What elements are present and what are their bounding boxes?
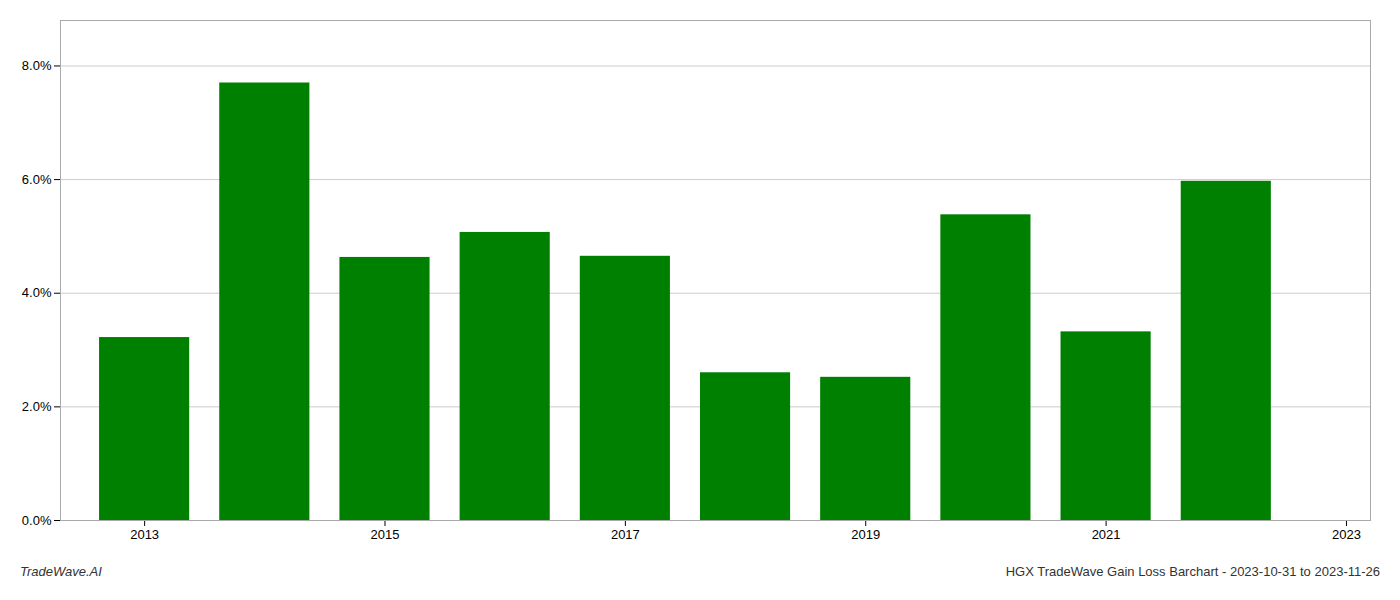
html-text:HGX TradeWave Gain Loss Barcha: HGX TradeWave Gain Loss Barchart - 2023-…	[1005, 564, 1380, 579]
svg-text:2019: 2019	[851, 527, 880, 542]
svg-text:2023: 2023	[1332, 527, 1361, 542]
svg-text:2015: 2015	[371, 527, 400, 542]
svg-text:2021: 2021	[1092, 527, 1121, 542]
svg-text:0.0%: 0.0%	[22, 513, 52, 528]
html-text:TradeWave.AI: TradeWave.AI	[20, 564, 102, 579]
svg-text:2.0%: 2.0%	[22, 399, 52, 414]
svg-text:2017: 2017	[611, 527, 640, 542]
svg-text:8.0%: 8.0%	[22, 58, 52, 73]
svg-text:4.0%: 4.0%	[22, 285, 52, 300]
svg-text:6.0%: 6.0%	[22, 172, 52, 187]
svg-text:2013: 2013	[130, 527, 159, 542]
